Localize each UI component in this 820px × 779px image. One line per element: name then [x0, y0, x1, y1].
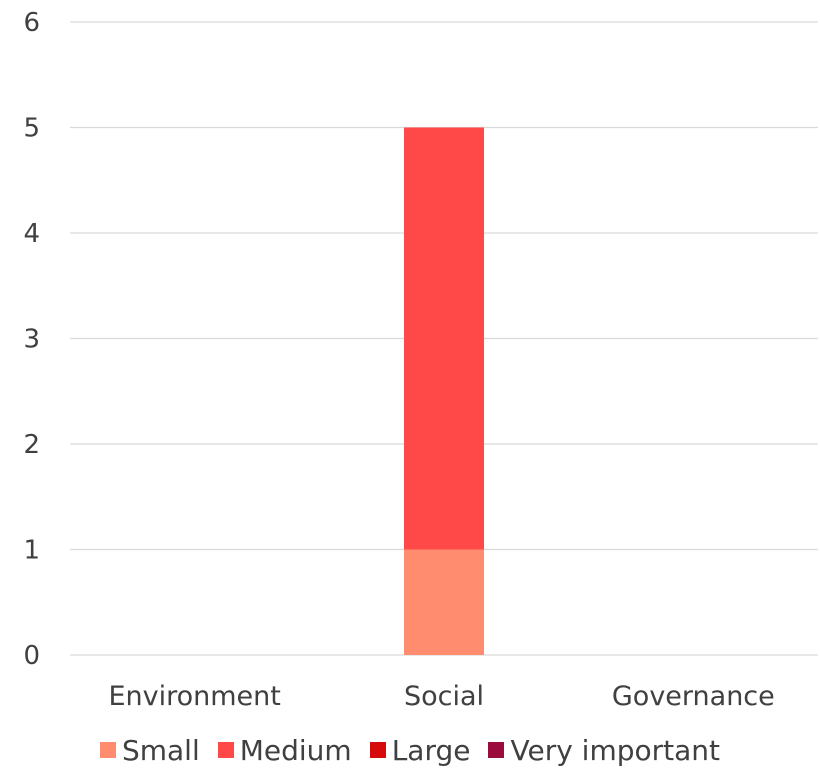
bar-segment-medium — [404, 127, 484, 550]
x-axis-category-labels: Environment Social Governance — [108, 681, 774, 712]
legend-item: Small — [99, 733, 200, 767]
y-tick-label: 3 — [23, 325, 40, 355]
y-tick-label: 4 — [23, 219, 40, 249]
stacked-bar-chart: 0 1 2 3 4 5 6 Environment Social Governance — [23, 8, 818, 712]
legend-swatch — [369, 742, 386, 758]
legend-label: Very important — [510, 733, 721, 767]
y-tick-label: 2 — [23, 430, 40, 460]
legend-label: Medium — [239, 733, 352, 767]
bars — [404, 127, 484, 655]
legend: Small Medium Large Very important — [0, 728, 820, 772]
legend-item: Medium — [217, 733, 352, 767]
y-tick-label: 1 — [23, 536, 40, 566]
x-category-label: Governance — [612, 681, 775, 712]
legend-swatch — [99, 742, 116, 758]
x-category-label: Social — [404, 681, 484, 712]
legend-item: Very important — [488, 734, 720, 767]
bar-segment-small — [404, 549, 484, 655]
y-tick-label: 0 — [23, 641, 40, 671]
legend-label: Small — [121, 733, 200, 767]
legend-swatch — [488, 742, 505, 758]
legend-swatch — [217, 742, 234, 758]
y-tick-label: 5 — [23, 114, 40, 144]
legend-item: Large — [369, 733, 471, 767]
y-tick-label: 6 — [23, 8, 40, 38]
legend-label: Large — [391, 733, 471, 767]
x-category-label: Environment — [108, 681, 280, 712]
y-axis-tick-labels: 0 1 2 3 4 5 6 — [23, 8, 40, 671]
